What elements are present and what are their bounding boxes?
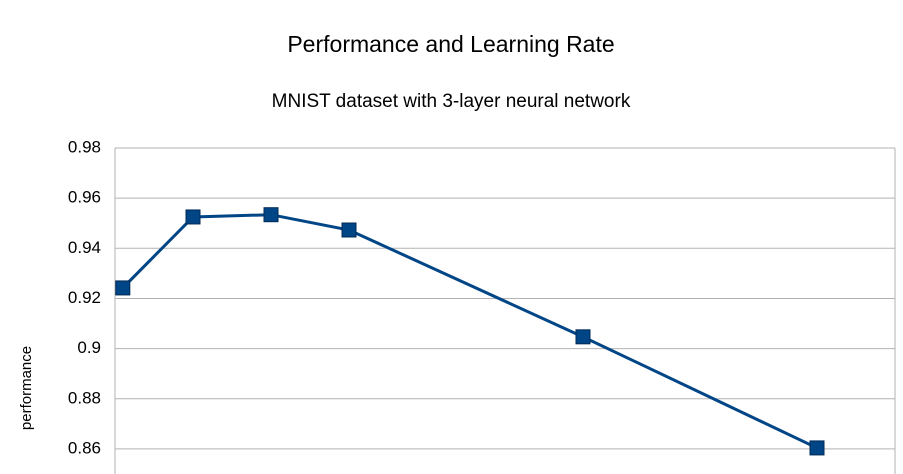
y-tick-label: 0.88	[68, 388, 101, 407]
y-tick-label: 0.96	[68, 188, 101, 207]
data-point	[809, 440, 825, 456]
chart-title: Performance and Learning Rate	[287, 31, 614, 57]
y-tick-label: 0.98	[68, 137, 101, 156]
data-point	[575, 329, 591, 345]
data-point	[263, 207, 279, 223]
y-tick-label: 0.86	[68, 438, 101, 457]
y-tick-label: 0.9	[77, 338, 101, 357]
y-axis-label: performance	[18, 346, 35, 430]
y-tick-label: 0.92	[68, 288, 101, 307]
data-point	[115, 280, 131, 296]
y-tick-label: 0.94	[68, 238, 101, 257]
data-point	[185, 209, 201, 225]
data-point	[341, 222, 357, 238]
series-line	[121, 213, 818, 450]
chart-subtitle: MNIST dataset with 3-layer neural networ…	[272, 91, 631, 112]
